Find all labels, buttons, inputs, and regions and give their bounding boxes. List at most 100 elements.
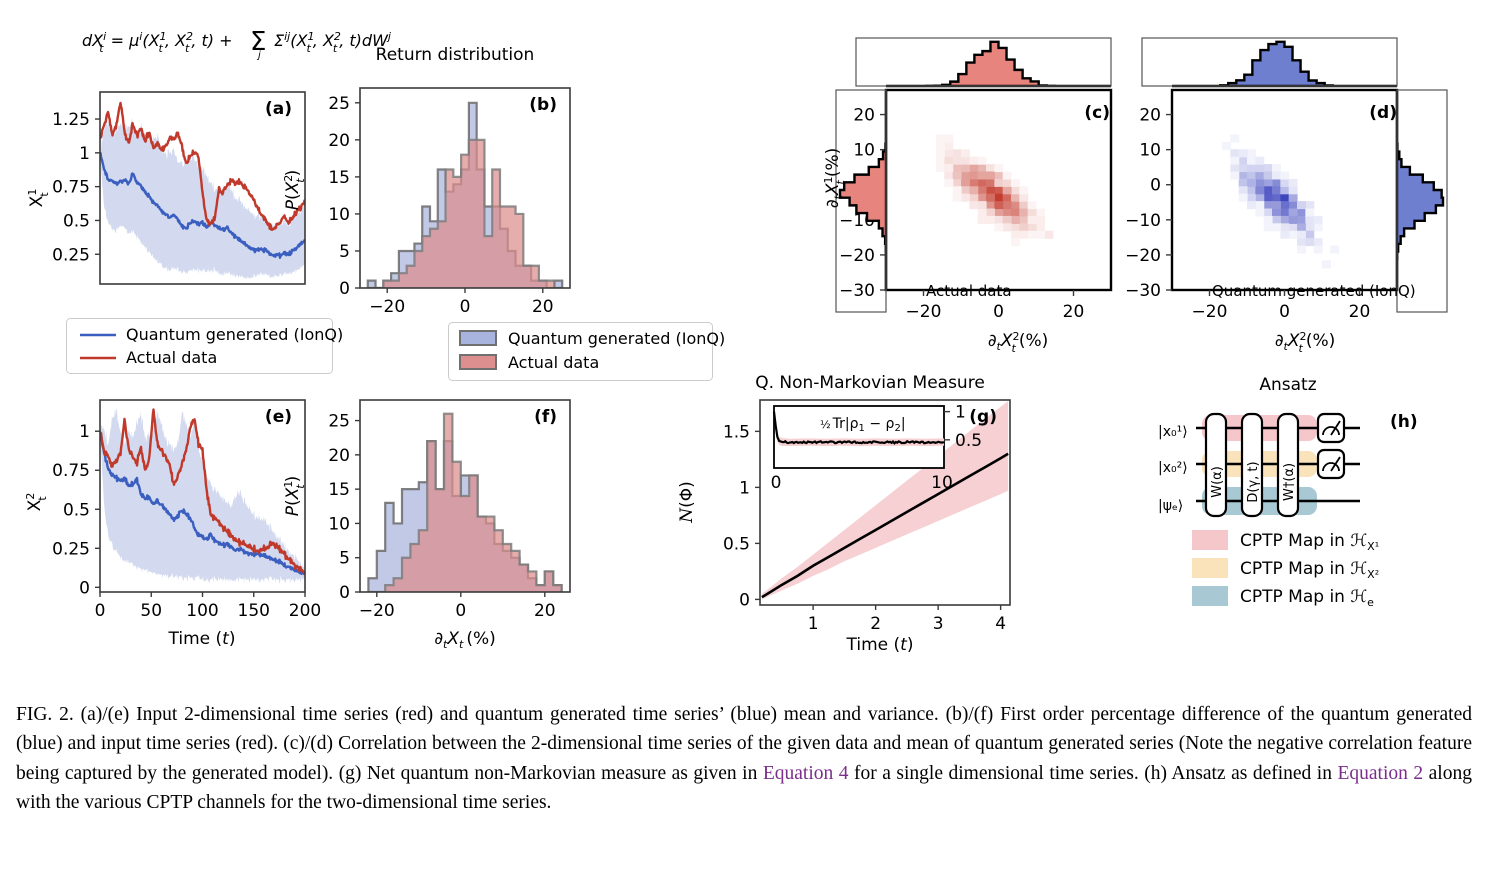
caption-text: FIG. 2. (a)/(e) Input 2-dimensional time… bbox=[16, 704, 1472, 784]
svg-text:15: 15 bbox=[328, 168, 350, 188]
heatmap-cell bbox=[1280, 208, 1290, 217]
svg-text:200: 200 bbox=[289, 601, 321, 621]
heatmap-cell bbox=[977, 193, 987, 202]
heatmap-cell bbox=[986, 193, 995, 202]
svg-text:0.75: 0.75 bbox=[52, 461, 90, 481]
heatmap-cell bbox=[1288, 215, 1298, 224]
heatmap-cell bbox=[1011, 201, 1020, 210]
svg-text:0.5: 0.5 bbox=[63, 211, 90, 231]
heatmap-cell bbox=[977, 201, 987, 210]
hist-fill-1 bbox=[368, 413, 562, 592]
series-actual-data bbox=[100, 101, 305, 231]
heatmap-cell bbox=[986, 164, 995, 173]
heatmap-cell bbox=[936, 134, 945, 143]
panel-g-title: Q. Non-Markovian Measure bbox=[755, 373, 985, 393]
svg-text:0.5: 0.5 bbox=[63, 500, 90, 520]
svg-text:10: 10 bbox=[328, 514, 350, 534]
svg-text:Σ: Σ bbox=[250, 27, 266, 57]
heatmap-cell bbox=[986, 178, 995, 187]
svg-text:−20: −20 bbox=[1192, 302, 1228, 322]
sde-equation: dXi t = μi(X1 t, X2 t, t) + Σ j Σij(X1 t, X2… bbox=[82, 22, 412, 61]
svg-text:0: 0 bbox=[95, 601, 106, 621]
heatmap-cell bbox=[1255, 178, 1265, 187]
heatmap-cell bbox=[1002, 201, 1012, 210]
panel-g-inset-label: ½ Tr|ρ1 − ρ2| bbox=[820, 416, 906, 434]
heatmap-cell bbox=[994, 171, 1004, 180]
svg-text:0: 0 bbox=[79, 578, 90, 598]
svg-text:20: 20 bbox=[328, 446, 350, 466]
heatmap-cell bbox=[1263, 171, 1273, 180]
heatmap-cell bbox=[977, 186, 987, 195]
panel-a: 0.25 0.5 0.75 1 1.25 (a) X1t bbox=[0, 70, 400, 330]
caption-equation-link[interactable]: Equation 2 bbox=[1337, 762, 1424, 784]
panel-c-xlabel: ∂tX2 t (%) bbox=[988, 330, 1049, 355]
heatmap-cell bbox=[1247, 186, 1256, 195]
heatmap-cell bbox=[1036, 230, 1045, 239]
heatmap-cell bbox=[977, 208, 987, 217]
caption-equation-link[interactable]: Equation 4 bbox=[762, 762, 849, 784]
heatmap-cell bbox=[986, 186, 995, 195]
heatmap-cell bbox=[1255, 208, 1265, 217]
svg-text:1: 1 bbox=[739, 478, 750, 498]
gate-box-0 bbox=[1204, 412, 1228, 518]
heatmap-cell bbox=[952, 164, 962, 173]
heatmap-cell bbox=[986, 215, 995, 224]
heatmap-cell bbox=[1238, 149, 1248, 158]
panel-h-title: Ansatz bbox=[1259, 375, 1316, 395]
heatmap-cell bbox=[952, 178, 962, 187]
heatmap-cell bbox=[1002, 186, 1012, 195]
svg-text:20: 20 bbox=[534, 601, 556, 621]
caption-text: along with the various CPTP channels for… bbox=[16, 762, 1472, 813]
measure-icon-1 bbox=[1316, 448, 1346, 480]
svg-text:10: 10 bbox=[931, 473, 953, 493]
heatmap-cell bbox=[952, 149, 962, 158]
heatmap-cell bbox=[936, 164, 945, 173]
heatmap-cell bbox=[1255, 201, 1265, 210]
heatmap-cell bbox=[1238, 164, 1248, 173]
svg-text:Σij(X1t, X2t, t)dWj: Σij(X1 t, X2 t, t)dWj bbox=[274, 30, 392, 55]
heatmap-cell bbox=[1297, 238, 1306, 247]
svg-text:1: 1 bbox=[79, 144, 90, 164]
heatmap-cell bbox=[1011, 178, 1020, 187]
panel-h-qubit-2: |ψₑ⟩ bbox=[1158, 498, 1183, 514]
inset-trace-distance-line bbox=[772, 411, 945, 445]
heatmap-cell bbox=[1272, 208, 1281, 217]
heatmap-cell bbox=[1305, 201, 1315, 210]
panel-f: 0 5 10 15 20 25 −20 0 20 (f) P(X1t) ∂tXt (%) bbox=[250, 382, 650, 662]
heatmap-cell bbox=[969, 156, 979, 165]
heatmap-cell bbox=[994, 223, 1004, 232]
heatmap-cell bbox=[1019, 215, 1029, 224]
panel-d: −20 0 20 −30 −20 −10 0 10 20 (d) Quantum generat… bbox=[1120, 8, 1480, 358]
heatmap-cell bbox=[1272, 171, 1281, 180]
heatmap-cell bbox=[1272, 215, 1281, 224]
heatmap-cell bbox=[1019, 186, 1029, 195]
svg-text:2: 2 bbox=[870, 614, 881, 634]
heatmap-cell bbox=[1263, 193, 1273, 202]
heatmap-cell bbox=[1272, 201, 1281, 210]
panel-b-ylabel: P(X2t) bbox=[282, 170, 307, 211]
heatmap-cell bbox=[1247, 193, 1256, 202]
heatmap-cell bbox=[1027, 208, 1037, 217]
svg-text:20: 20 bbox=[328, 131, 350, 151]
heatmap-cell bbox=[1313, 245, 1323, 254]
heatmap-cell bbox=[1305, 223, 1315, 232]
panel-f-xlabel: ∂tXt (%) bbox=[434, 629, 496, 651]
heatmap-cell bbox=[969, 164, 979, 173]
panel-d-tag: (d) bbox=[1369, 103, 1397, 123]
panel-b-tag: (b) bbox=[529, 95, 557, 115]
heatmap-cell bbox=[1027, 230, 1037, 239]
heatmap-cell bbox=[936, 149, 945, 158]
svg-text:j: j bbox=[256, 50, 261, 61]
heatmap-cell bbox=[1027, 201, 1037, 210]
heatmap-cell bbox=[1230, 171, 1240, 180]
heatmap-cell bbox=[944, 149, 954, 158]
svg-text:4: 4 bbox=[995, 614, 1006, 634]
svg-text:1.5: 1.5 bbox=[723, 422, 750, 442]
legend-swatch-quantum-hist bbox=[459, 330, 497, 346]
svg-text:150: 150 bbox=[238, 601, 270, 621]
gate-label-2: W†(α) bbox=[1282, 463, 1297, 501]
heatmap-cell bbox=[1238, 156, 1248, 165]
legend-label-actual: Actual data bbox=[126, 348, 217, 367]
heatmap-cell bbox=[936, 141, 945, 150]
